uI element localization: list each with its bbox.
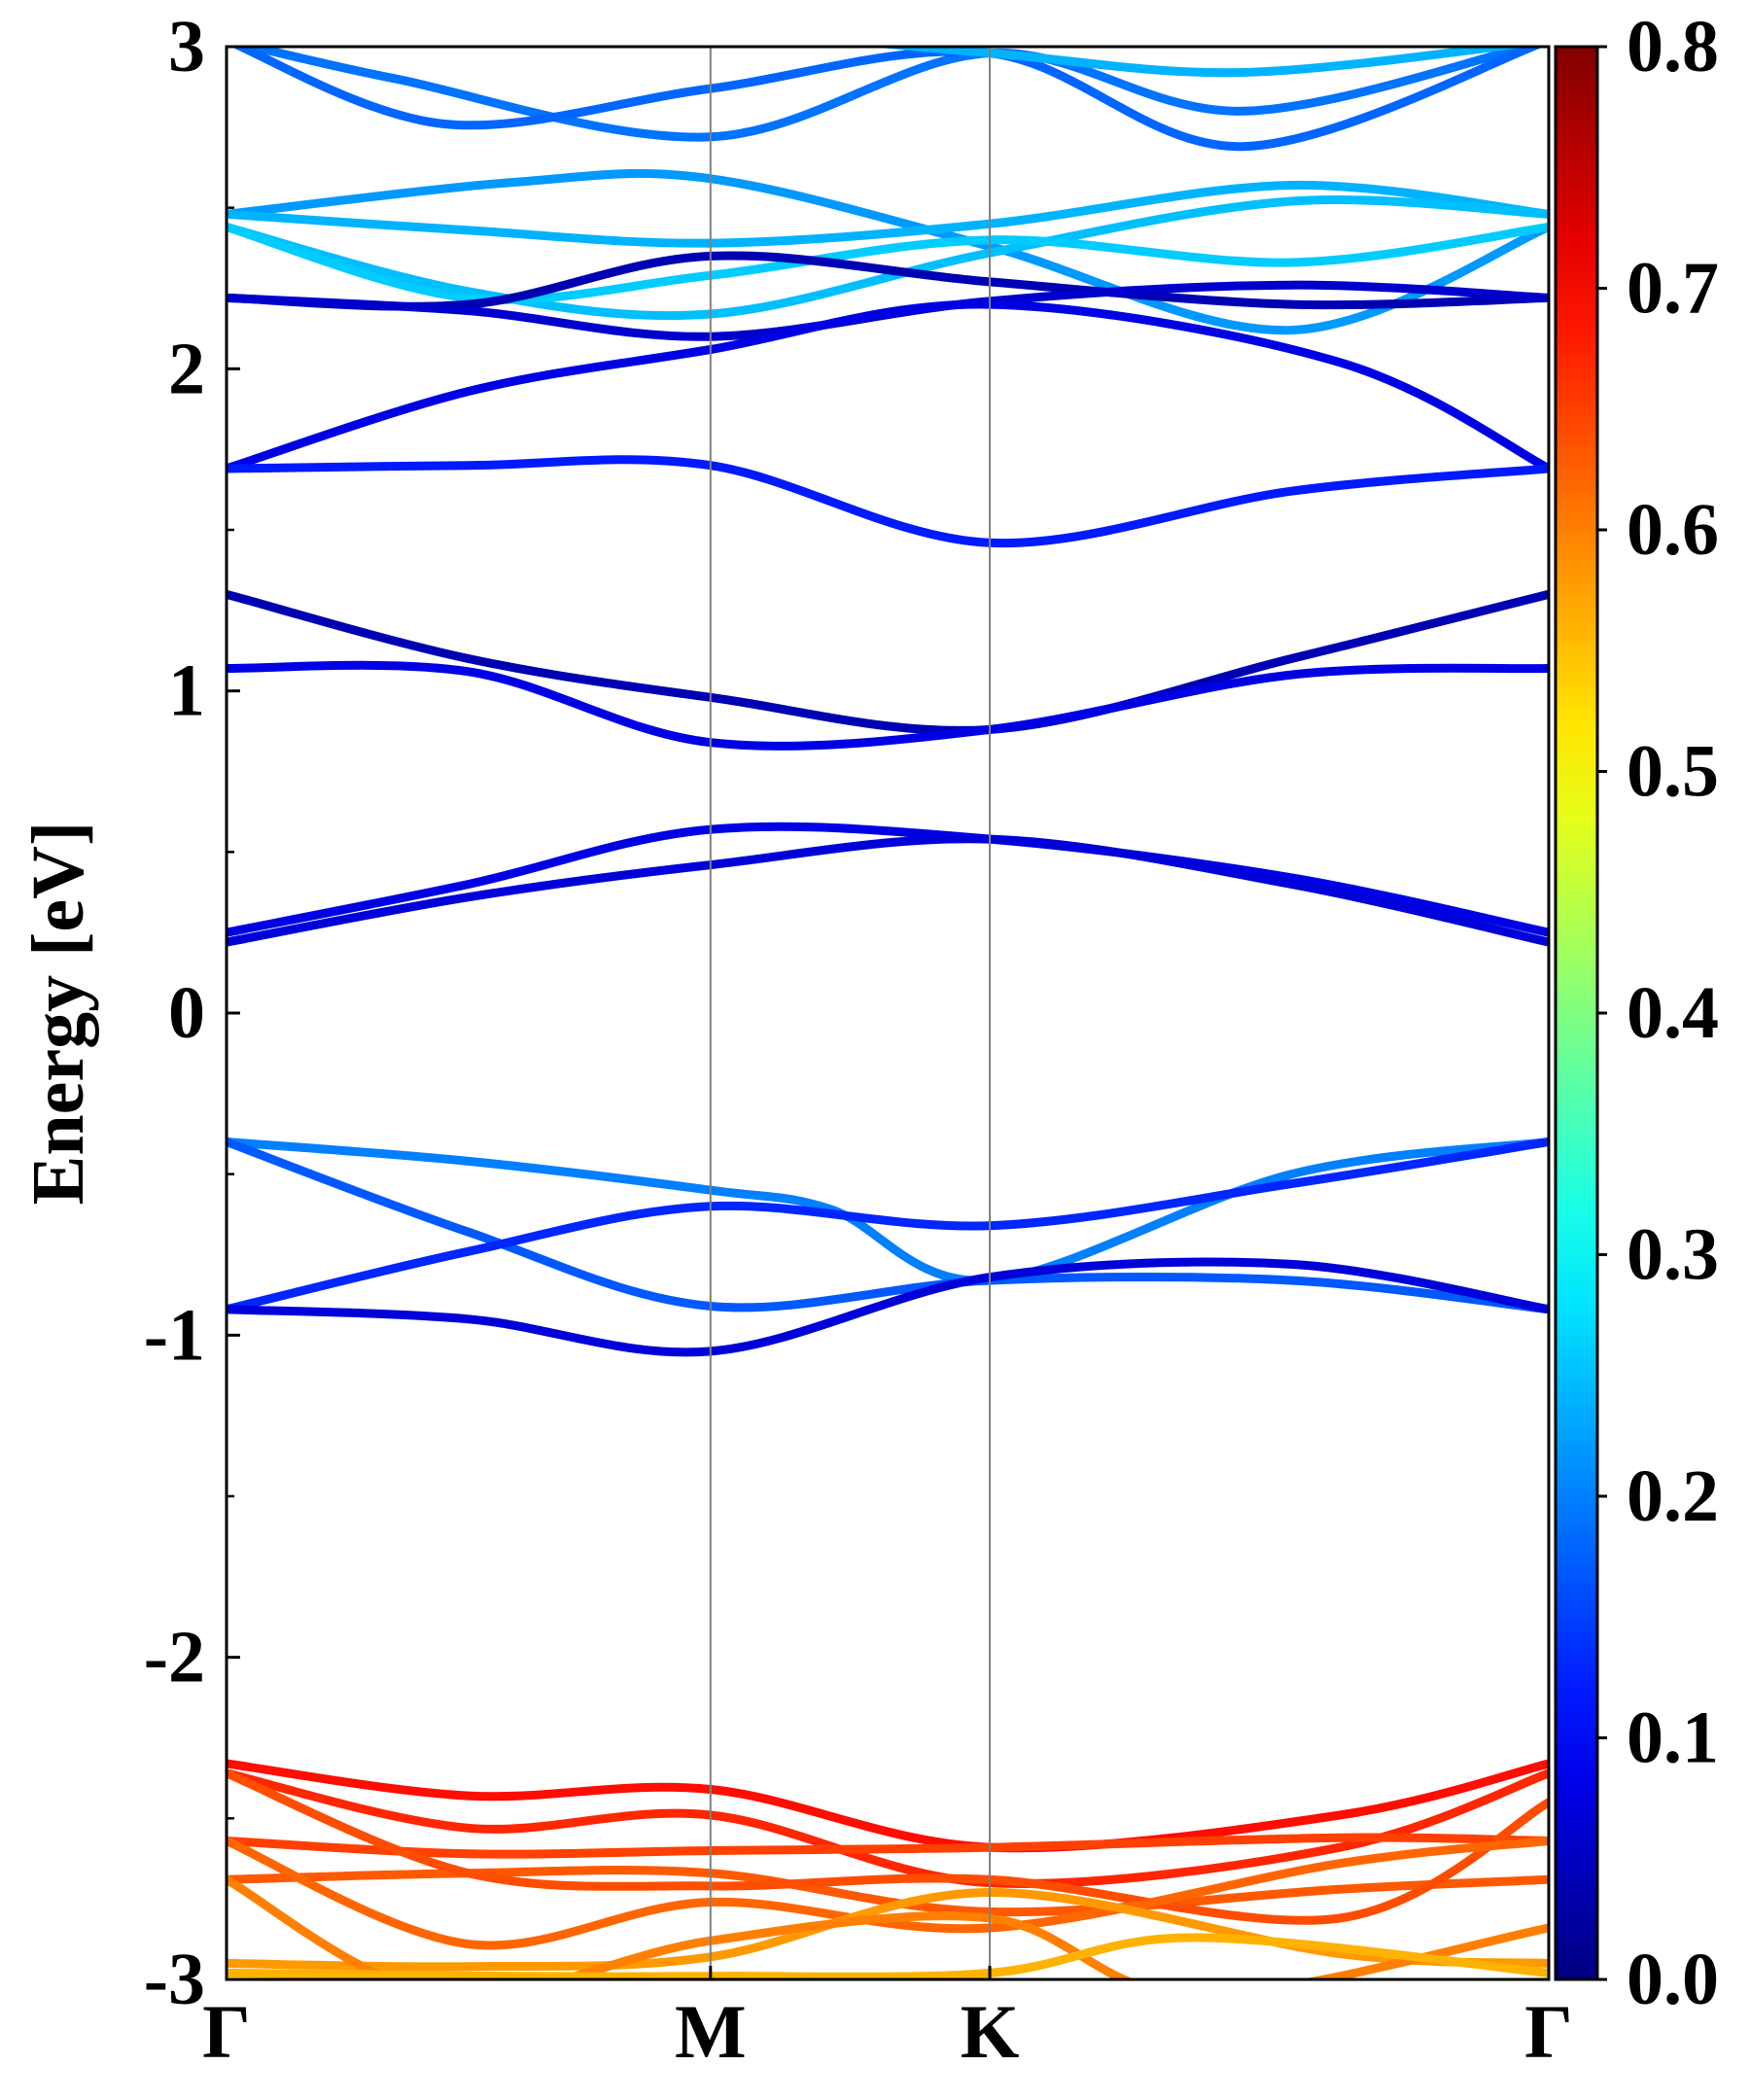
colorbar: 0.8 0.7 0.6 0.5 0.4 0.3 0.2 0.1 0.0 [1554,6,1719,2020]
band-line-7 [227,223,1549,304]
y-tick-label: 1 [168,650,205,732]
colorbar-tick-label: 0.1 [1627,1698,1719,1779]
band-line-18 [227,1138,1549,1314]
band-line-10 [227,299,1549,473]
band-line-22 [227,1833,1549,1859]
y-tick-label: 0 [168,972,205,1054]
colorbar-tick-label: 0.7 [1627,248,1719,330]
y-tick-label: -3 [144,1939,205,2020]
band-line-20 [227,1759,1549,1853]
band-line-12 [227,589,1549,735]
band-line-6 [227,195,1549,321]
y-tick-label: -2 [144,1617,205,1698]
colorbar-tick-label: 0.6 [1627,489,1719,571]
y-tick-label: 2 [168,328,205,409]
k-point-label: Γ [1524,1989,1573,2074]
band-line-24 [227,1768,1549,1925]
band-line-3 [867,47,1532,78]
band-line-11 [227,455,1549,548]
band-line-27 [227,1874,1549,1979]
band-line-23 [227,1865,1549,1917]
band-line-19 [227,1257,1549,1357]
plot-frame [225,45,1551,1981]
band-lines [227,47,1549,1979]
band-line-2 [230,47,1545,152]
band-line-5 [227,180,1549,248]
band-line-15 [227,834,1549,947]
k-point-label: K [961,1989,1020,2074]
band-line-28 [227,1933,1549,1979]
colorbar-gradient [1554,45,1599,1981]
band-line-4 [227,168,1549,335]
band-line-17 [227,1138,1549,1314]
y-axis: 3 2 1 0 -1 -2 -3 [144,6,240,2020]
y-axis-title: Energy [eV] [18,822,99,1206]
band-line-13 [227,660,1549,751]
band-line-21 [227,1768,1549,1888]
colorbar-tick-label: 0.5 [1627,731,1719,813]
y-tick-label: -1 [144,1294,205,1376]
colorbar-tick-label: 0.3 [1627,1214,1719,1296]
colorbar-tick-label: 0.2 [1627,1455,1719,1537]
colorbar-tick-label: 0.0 [1627,1939,1719,2020]
colorbar-tick-label: 0.4 [1627,972,1719,1054]
k-point-label: Γ [202,1989,251,2074]
colorbar-tick-label: 0.8 [1627,6,1719,88]
k-point-label: M [675,1989,747,2074]
y-tick-label: 3 [168,6,205,88]
band-line-1 [234,47,1542,142]
band-line-14 [227,822,1549,937]
k-path-lines [709,47,992,1979]
band-line-26 [227,1887,1549,1972]
